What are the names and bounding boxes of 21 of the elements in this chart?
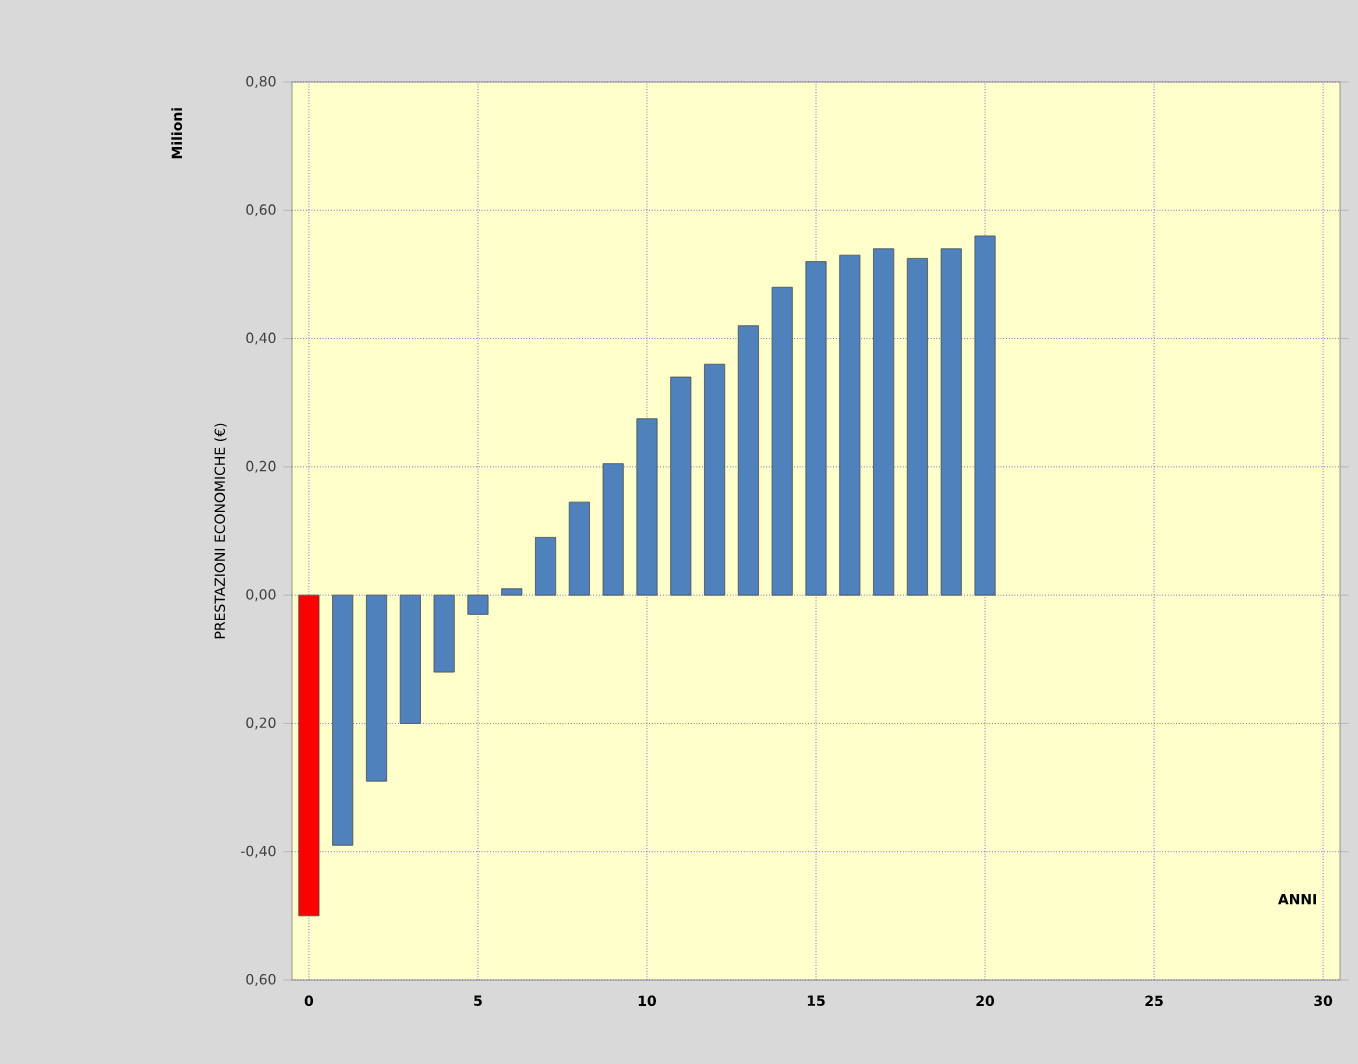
bar	[873, 248, 895, 596]
bar	[602, 463, 624, 596]
bar	[839, 254, 861, 596]
bar	[467, 594, 489, 615]
bar	[433, 594, 455, 673]
bar	[974, 235, 996, 596]
bar	[636, 418, 658, 596]
bar	[568, 501, 590, 596]
bar	[771, 286, 793, 596]
bar	[298, 594, 320, 917]
bar	[332, 594, 354, 846]
bar	[535, 537, 557, 596]
bar	[670, 376, 692, 596]
bar	[501, 588, 523, 596]
bar	[365, 594, 388, 782]
bar	[737, 325, 759, 596]
bar	[399, 594, 421, 724]
bar	[906, 257, 928, 596]
bar	[704, 363, 726, 596]
bar	[940, 248, 962, 596]
bar	[805, 261, 827, 596]
